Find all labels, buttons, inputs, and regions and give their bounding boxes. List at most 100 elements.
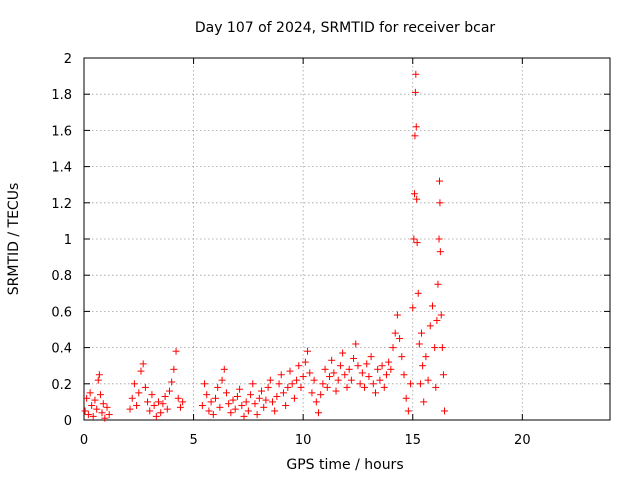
data-point [86,389,94,397]
data-point [268,398,276,406]
data-point [404,407,412,415]
x-tick-label: 15 [404,433,421,448]
data-point [260,403,268,411]
data-point [271,407,279,415]
data-point [431,344,439,352]
data-point [297,383,305,391]
data-point [363,360,371,368]
data-point [293,376,301,384]
data-point [439,371,447,379]
data-point [236,385,244,393]
data-point [227,409,235,417]
x-tick-label: 0 [80,433,88,448]
data-point [407,380,415,388]
data-point [170,365,178,373]
data-point [238,402,246,410]
data-point [416,380,424,388]
data-point [412,70,420,78]
data-point [317,391,325,399]
data-point [350,354,358,362]
data-point [282,402,290,410]
data-point [339,349,347,357]
data-point [207,398,215,406]
data-point [435,177,443,185]
data-point [157,409,165,417]
data-point [99,400,107,408]
data-point [101,414,109,422]
data-point [304,347,312,355]
data-point [295,362,303,370]
data-point [284,383,292,391]
data-point [203,391,211,399]
data-point [420,398,428,406]
y-tick-label: 0 [64,414,72,429]
data-point [365,373,373,381]
data-point [229,396,237,404]
data-point [345,365,353,373]
data-point [325,373,333,381]
data-point [286,367,294,375]
tick-labels: 0 5 10 15 20 0 0.2 0.4 0.6 0.8 1 1.2 1.4 1.6 1.8 2 [51,52,530,448]
data-point [391,329,399,337]
data-point [264,383,272,391]
data-point [201,380,209,388]
data-point [435,235,443,243]
data-point [179,398,187,406]
x-tick-label: 20 [514,433,531,448]
data-point [126,405,134,413]
data-point [161,392,169,400]
data-point [255,394,263,402]
y-tick-label: 1.6 [51,124,72,139]
data-point [319,380,327,388]
data-point [441,407,449,415]
data-point [308,389,316,397]
data-point [290,394,298,402]
data-point [91,396,99,404]
data-point [433,316,441,324]
data-point [98,409,106,417]
data-point [155,398,163,406]
data-point [266,376,274,384]
data-point [306,369,314,377]
data-point [343,383,351,391]
data-point [94,376,102,384]
data-point [150,402,158,410]
data-point [159,400,167,408]
data-point [168,378,176,386]
data-point [424,376,432,384]
data-point [380,383,388,391]
plot-frame [83,57,611,421]
data-point [385,358,393,366]
data-point [233,392,241,400]
data-point [84,411,92,419]
data-point [436,248,444,256]
data-point [426,322,434,330]
data-point [95,371,103,379]
data-point [103,403,111,411]
data-point [231,405,239,413]
data-point [277,371,285,379]
data-point [341,371,349,379]
data-point [312,398,320,406]
data-point [411,190,419,198]
data-point [361,383,369,391]
data-point [411,132,419,140]
data-point [310,376,318,384]
data-point [88,402,96,410]
data-point [258,387,266,395]
data-point [400,371,408,379]
data-point [198,402,206,410]
data-point [432,383,440,391]
data-point [413,195,421,203]
data-point [146,407,154,415]
data-point [96,391,104,399]
data-point [436,199,444,207]
data-point [334,376,342,384]
data-point [414,289,422,297]
data-point [415,340,423,348]
data-point [247,391,255,399]
data-point [412,123,420,131]
data-point [382,371,390,379]
